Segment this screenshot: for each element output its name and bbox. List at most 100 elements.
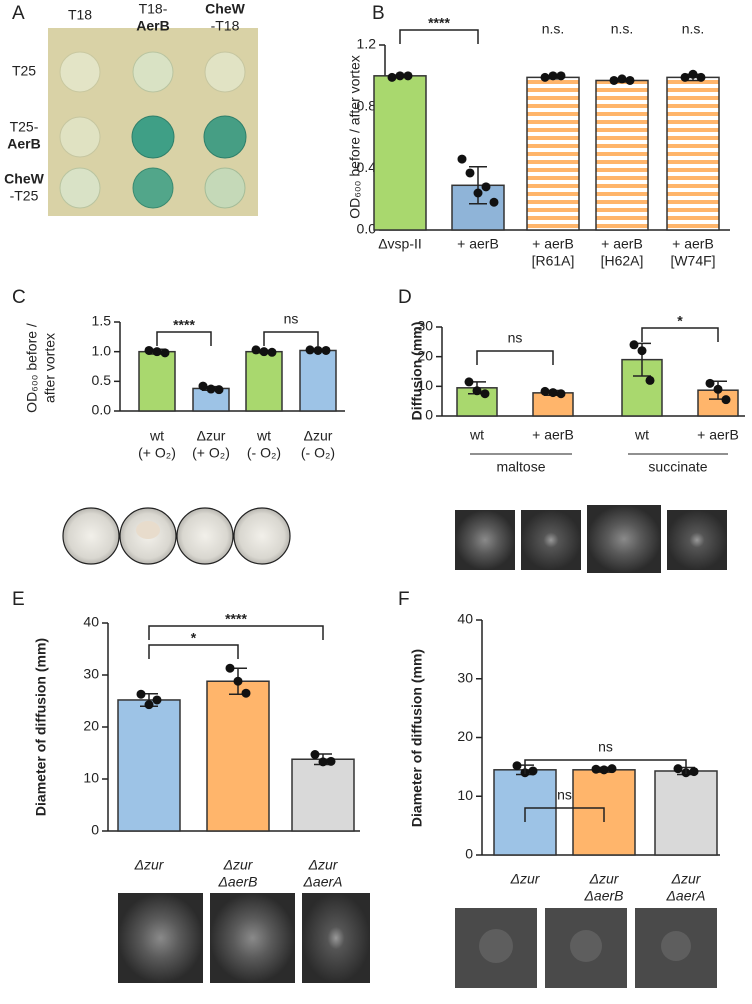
y-tick-label: 1.2 — [357, 36, 377, 52]
significance-label: **** — [173, 317, 195, 333]
data-point — [326, 756, 336, 766]
significance-label: n.s. — [542, 21, 565, 37]
data-point — [464, 377, 474, 387]
significance-label: * — [191, 630, 197, 646]
data-point — [144, 700, 154, 710]
data-point — [472, 386, 482, 396]
bar — [291, 758, 355, 832]
data-point — [387, 72, 397, 82]
data-point — [609, 75, 619, 85]
y-tick-label: 10 — [417, 377, 433, 393]
significance-bracket — [156, 331, 212, 346]
data-point — [599, 765, 609, 775]
data-point — [457, 154, 467, 164]
significance-label: ns — [598, 739, 613, 755]
x-tick-label: Δzur — [223, 857, 254, 873]
x-tick-label: + aerB — [532, 427, 574, 443]
bar — [666, 76, 720, 231]
data-point — [548, 388, 558, 398]
panel-label: A — [12, 3, 25, 24]
data-point — [721, 395, 731, 405]
data-point — [696, 72, 706, 82]
y-tick-label: 0 — [91, 822, 99, 838]
data-point — [160, 348, 170, 358]
bar — [654, 770, 718, 856]
row-label: T25 — [12, 63, 36, 79]
data-point — [225, 663, 235, 673]
row-label: AerB — [7, 136, 40, 152]
significance-bracket — [263, 331, 319, 346]
data-point — [152, 695, 162, 705]
bar — [595, 79, 649, 231]
y-tick-label: 20 — [83, 718, 99, 734]
x-tick-label: Δzur — [510, 871, 541, 887]
y-tick-label: 30 — [457, 669, 473, 685]
data-point — [625, 75, 635, 85]
row-label: CheW — [4, 171, 44, 187]
data-point — [144, 345, 154, 355]
data-point — [645, 375, 655, 385]
data-point — [713, 384, 723, 394]
data-point — [591, 764, 601, 774]
data-point — [251, 345, 261, 355]
y-axis-label: after vortex — [42, 333, 58, 403]
significance-bracket — [524, 807, 605, 822]
data-point — [481, 182, 491, 192]
bar — [117, 699, 181, 832]
bar — [245, 350, 283, 412]
x-tick-label: Δzur — [134, 857, 165, 873]
x-tick-label: wt — [634, 427, 649, 443]
x-tick-label: ΔaerA — [303, 874, 343, 890]
y-axis-label: OD₆₀₀ before / after vortex — [347, 55, 363, 219]
data-point — [152, 347, 162, 357]
y-axis-label: Diffusion (mm) — [409, 322, 425, 421]
x-tick-label: + aerB — [672, 236, 714, 252]
data-point — [473, 188, 483, 198]
y-axis-label: Diameter of diffusion (mm) — [33, 638, 49, 816]
x-tick-label: + aerB — [457, 236, 499, 252]
y-tick-label: 20 — [457, 728, 473, 744]
diffusion-photos — [118, 893, 370, 983]
y-tick-label: 0 — [465, 846, 473, 862]
data-point — [705, 378, 715, 388]
column-label: CheW — [205, 1, 245, 17]
significance-label: ns — [284, 311, 299, 327]
x-tick-label: wt — [469, 427, 484, 443]
data-point — [689, 767, 699, 777]
x-tick-label: wt — [256, 428, 271, 444]
significance-label: **** — [225, 611, 247, 627]
x-tick-label: + aerB — [697, 427, 739, 443]
y-tick-label: 0 — [425, 407, 433, 423]
data-point — [480, 389, 490, 399]
y-tick-label: 30 — [83, 666, 99, 682]
x-tick-label: ΔaerA — [666, 888, 706, 904]
bar — [373, 75, 427, 231]
data-point — [617, 74, 627, 84]
significance-label: ns — [508, 330, 523, 346]
data-point — [637, 346, 647, 356]
data-point — [489, 197, 499, 207]
x-tick-label: + aerB — [601, 236, 643, 252]
data-point — [607, 764, 617, 774]
data-point — [259, 347, 269, 357]
y-tick-label: 0.0 — [357, 221, 377, 237]
plate-photos — [62, 507, 291, 565]
data-point — [241, 688, 251, 698]
data-point — [688, 69, 698, 79]
x-tick-label: (- O₂) — [247, 445, 281, 461]
group-label: maltose — [496, 459, 545, 475]
data-point — [395, 71, 405, 81]
data-point — [548, 71, 558, 81]
diffusion-photos — [455, 505, 727, 573]
y-tick-label: 10 — [83, 770, 99, 786]
significance-label: ns — [557, 787, 572, 803]
data-point — [556, 71, 566, 81]
significance-bracket — [148, 644, 239, 659]
data-point — [214, 385, 224, 395]
data-point — [310, 750, 320, 760]
data-point — [540, 386, 550, 396]
data-point — [528, 766, 538, 776]
y-axis-label: Diameter of diffusion (mm) — [409, 649, 425, 827]
x-tick-label: Δzur — [308, 857, 339, 873]
data-point — [540, 72, 550, 82]
